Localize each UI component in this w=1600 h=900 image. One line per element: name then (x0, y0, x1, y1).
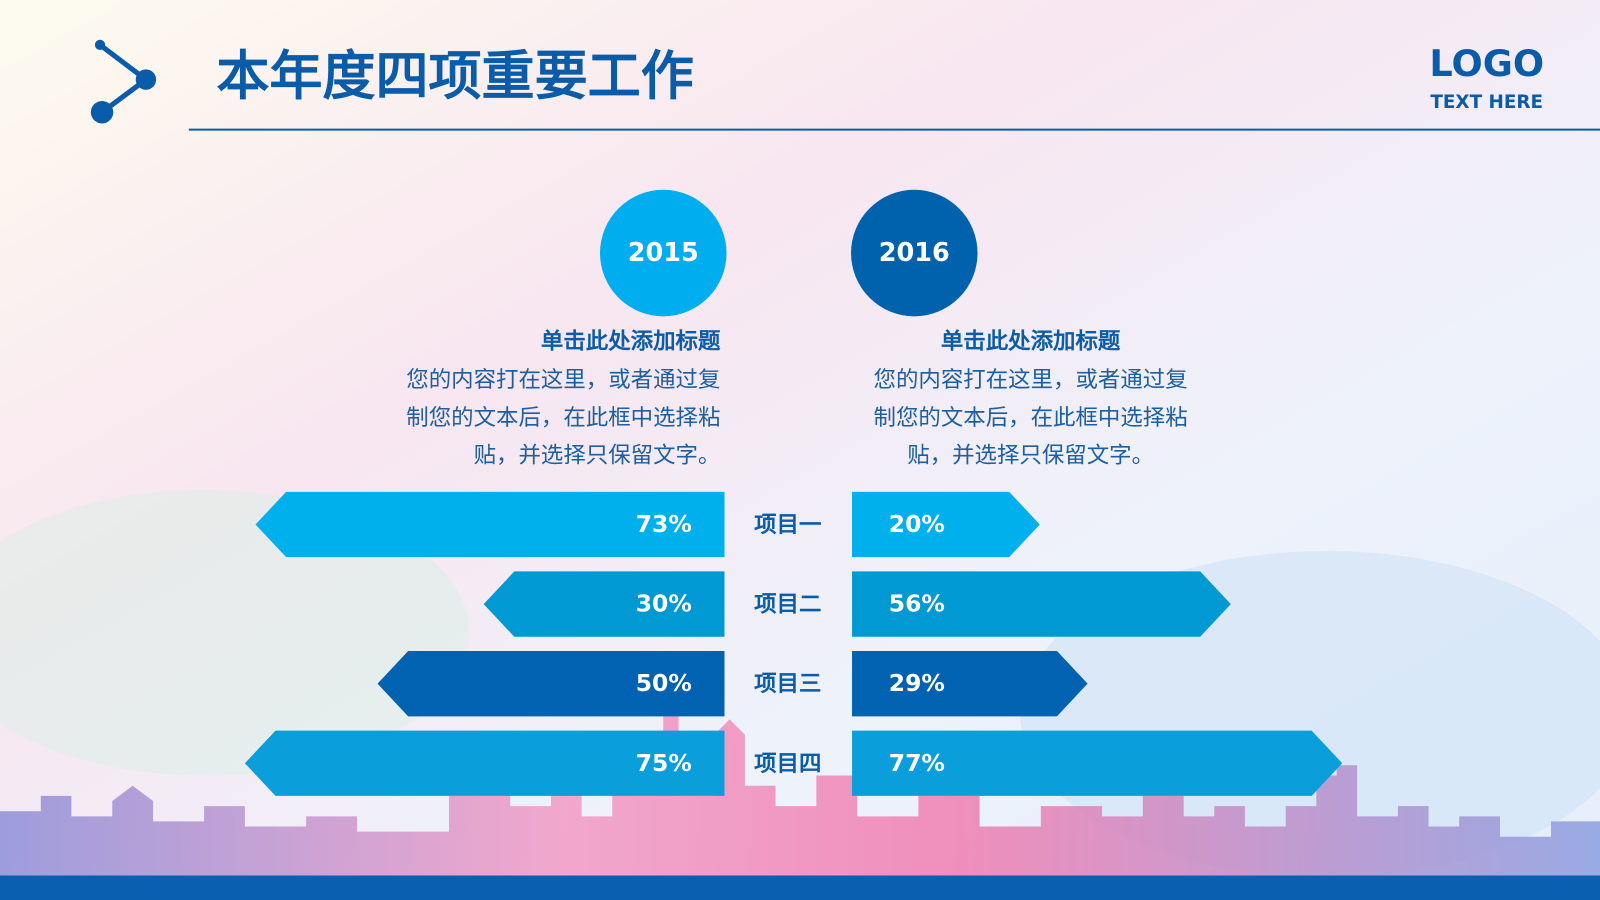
value-label: 50% (636, 669, 692, 697)
bar (244, 730, 725, 796)
value-label: 77% (889, 749, 945, 777)
series-name: 2015 (628, 238, 699, 268)
series-description: 贴，并选择只保留文字。 (907, 443, 1154, 469)
value-label: 73% (636, 510, 692, 538)
value-label: 75% (636, 749, 692, 777)
bar (852, 571, 1231, 637)
logo-text: LOGO (1429, 42, 1544, 85)
series-description: 贴，并选择只保留文字。 (474, 443, 721, 469)
logo-subtext: TEXT HERE (1430, 92, 1543, 113)
category-label: 项目二 (754, 592, 821, 618)
series-heading: 单击此处添加标题 (541, 328, 721, 354)
bar (255, 491, 725, 558)
bar (852, 730, 1343, 796)
skyline (0, 714, 1600, 878)
series-description: 制您的文本后，在此框中选择粘 (874, 405, 1188, 431)
value-label: 56% (889, 590, 945, 618)
slide-title: 本年度四项重要工作 (216, 45, 693, 107)
series-description: 您的内容打在这里，或者通过复 (406, 367, 720, 393)
series-name: 2016 (879, 238, 950, 268)
series-description: 制您的文本后，在此框中选择粘 (406, 405, 720, 431)
footer-band (0, 875, 1600, 900)
series-badge (851, 189, 978, 317)
category-label: 项目四 (754, 751, 821, 777)
value-label: 20% (889, 510, 945, 538)
series-description: 您的内容打在这里，或者通过复 (874, 367, 1188, 393)
value-label: 30% (636, 590, 692, 618)
value-label: 29% (889, 669, 945, 697)
background-glow (0, 489, 470, 776)
bar (852, 491, 1040, 558)
bar (483, 571, 725, 637)
bar (852, 651, 1088, 717)
logo-icon (90, 39, 157, 124)
series-badge (600, 189, 727, 317)
chart: 2015单击此处添加标题您的内容打在这里，或者通过复制您的文本后，在此框中选择粘… (244, 189, 1343, 796)
series-heading: 单击此处添加标题 (941, 328, 1121, 354)
bar (377, 651, 725, 717)
category-label: 项目三 (754, 671, 821, 697)
category-label: 项目一 (754, 512, 821, 538)
